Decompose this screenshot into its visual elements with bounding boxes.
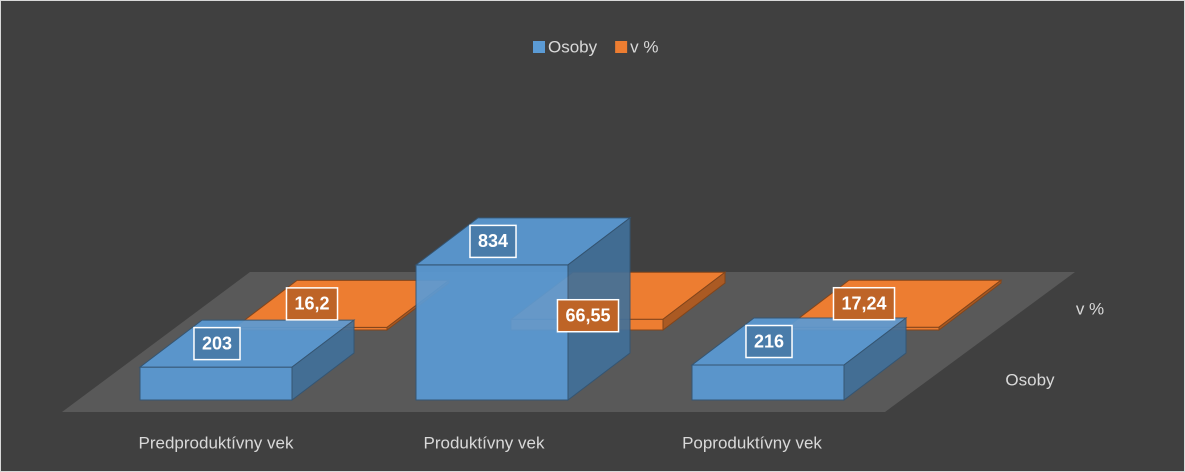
x-tick-label: Produktívny vek bbox=[424, 433, 545, 452]
bar-front bbox=[139, 366, 293, 401]
bar-side bbox=[662, 271, 726, 332]
value-label: 66,55 bbox=[565, 305, 610, 325]
value-label-box bbox=[469, 224, 517, 259]
bar-side bbox=[938, 279, 1002, 332]
x-tick-label: Poproduktívny vek bbox=[682, 433, 822, 452]
value-label-box bbox=[193, 326, 241, 361]
value-label-box bbox=[556, 298, 620, 333]
value-label: 16,2 bbox=[294, 294, 329, 314]
legend-label: v % bbox=[630, 37, 658, 56]
bar-front bbox=[415, 264, 569, 401]
value-label-box bbox=[745, 324, 793, 359]
depth-label: Osoby bbox=[1005, 370, 1055, 389]
bar-front bbox=[691, 364, 845, 401]
value-label-box bbox=[285, 287, 339, 321]
value-label: 17,24 bbox=[841, 293, 886, 313]
legend-swatch bbox=[533, 41, 545, 53]
depth-label: v % bbox=[1076, 299, 1104, 318]
value-label: 203 bbox=[202, 333, 232, 353]
bar-side bbox=[843, 317, 907, 402]
value-label: 216 bbox=[754, 331, 784, 351]
legend-label: Osoby bbox=[548, 37, 598, 56]
legend-swatch bbox=[615, 41, 628, 53]
value-label: 834 bbox=[478, 231, 508, 251]
value-label-box bbox=[832, 286, 896, 321]
x-tick-label: Predproduktívny vek bbox=[139, 433, 294, 452]
bar-side bbox=[291, 319, 355, 402]
